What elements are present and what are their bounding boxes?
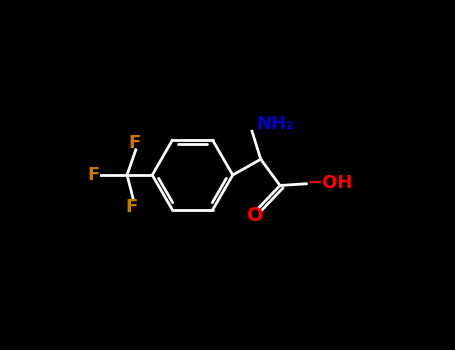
Text: −OH: −OH (307, 174, 352, 192)
Text: O: O (247, 206, 264, 225)
Text: NH₂: NH₂ (256, 114, 294, 133)
Text: F: F (88, 166, 100, 184)
Text: F: F (128, 134, 140, 152)
Text: F: F (126, 197, 138, 216)
